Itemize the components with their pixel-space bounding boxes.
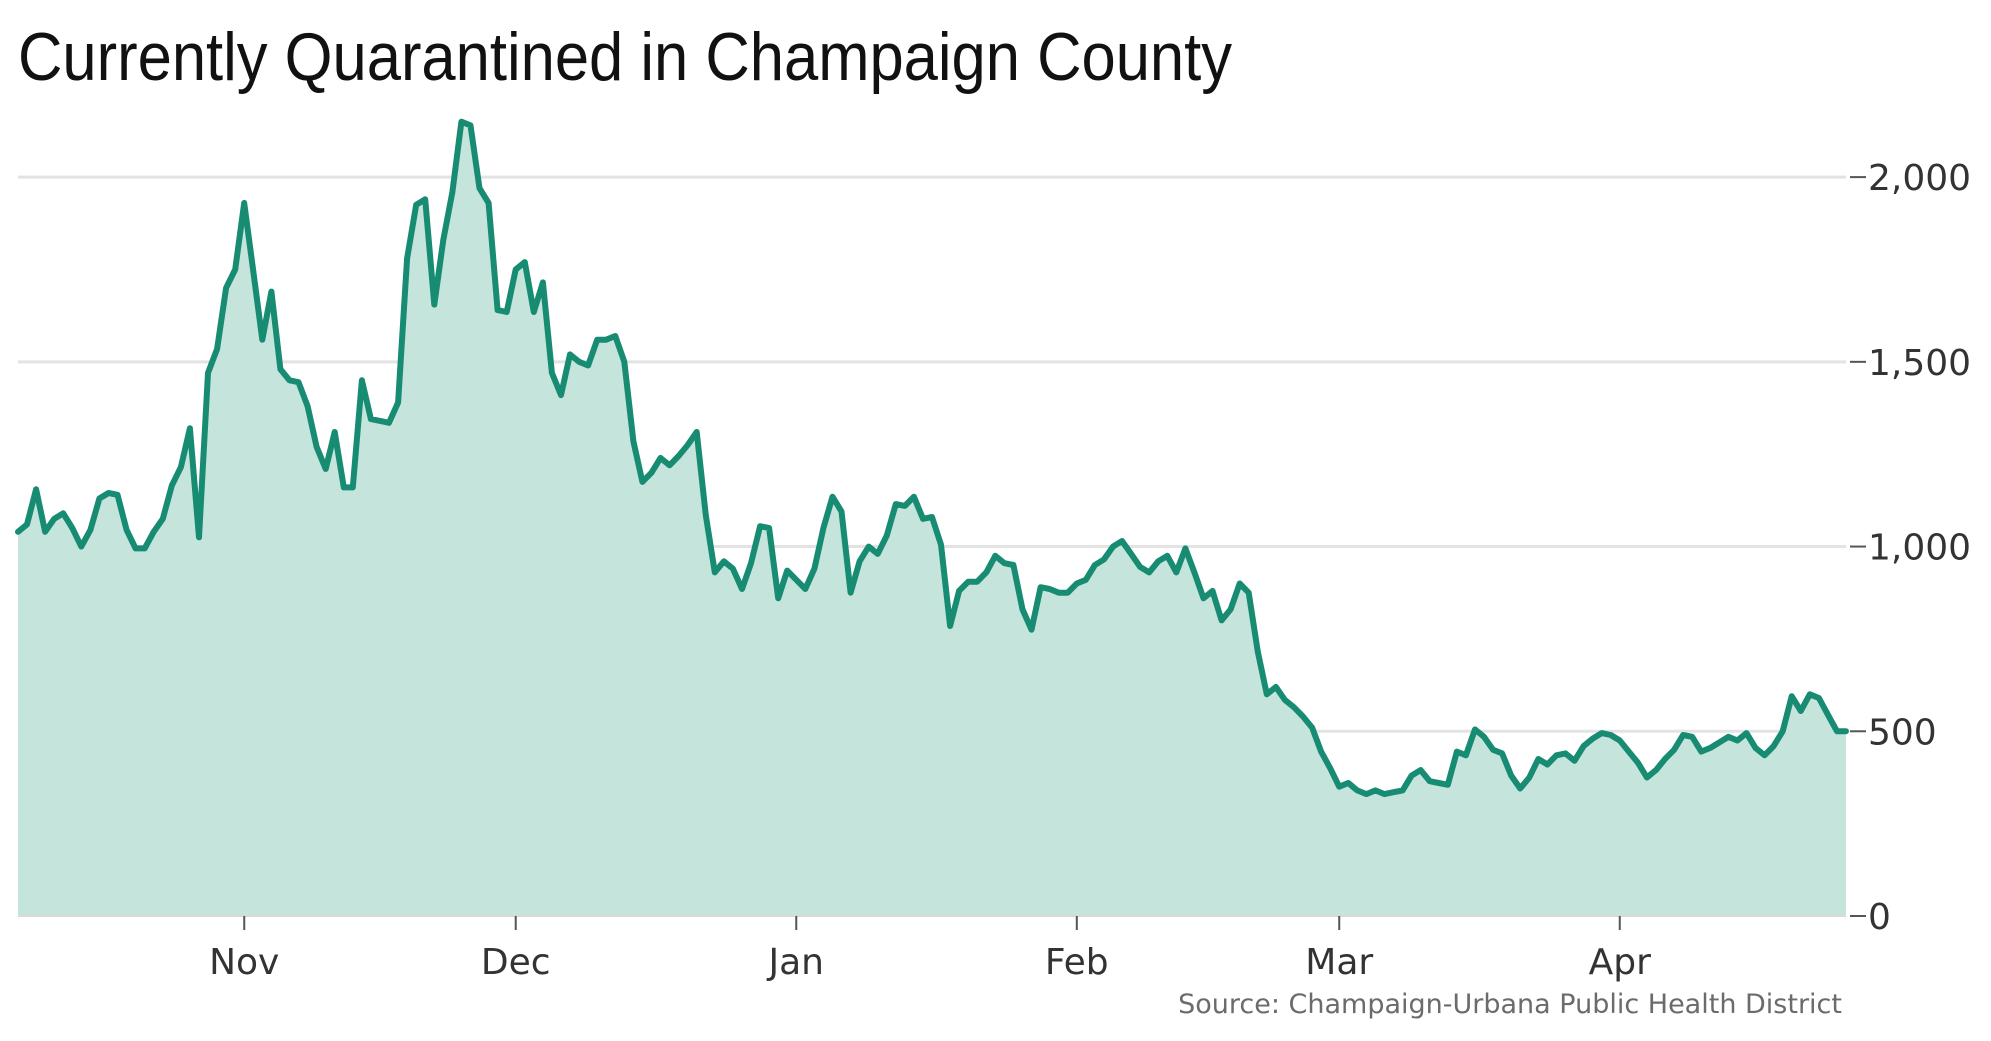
source-note: Source: Champaign-Urbana Public Health D… (1178, 989, 1842, 1020)
x-tick-label: Apr (1589, 942, 1651, 983)
x-tick-label: Nov (209, 942, 279, 983)
x-tick-label: Feb (1045, 942, 1109, 983)
y-tick-label: 1,500 (1868, 343, 1971, 384)
y-tick-label: 2,000 (1868, 158, 1971, 199)
y-axis: 0 500 1,000 1,500 2,000 (1850, 158, 1971, 938)
y-tick-label: 0 (1868, 897, 1891, 938)
x-tick-label: Mar (1305, 942, 1373, 983)
plot-area (15, 118, 1849, 917)
y-tick-label: 500 (1868, 712, 1937, 753)
y-tick-label: 1,000 (1868, 528, 1971, 569)
x-tick-label: Dec (481, 942, 551, 983)
series-line (15, 118, 1849, 798)
chart-title: Currently Quarantined in Champaign Count… (18, 19, 1232, 95)
x-axis: Nov Dec Jan Feb Mar Apr (209, 916, 1651, 983)
x-tick-label: Jan (767, 942, 825, 983)
